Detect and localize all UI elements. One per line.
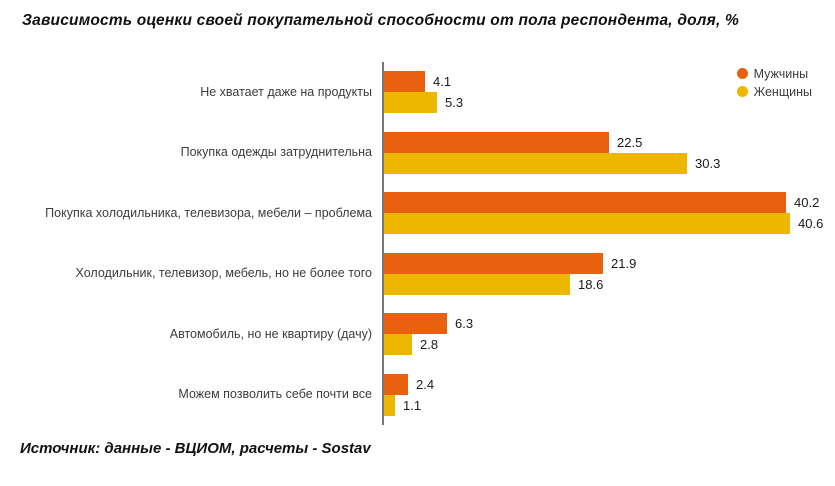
bar-line: 40.6 [384,213,835,235]
bar-line: 22.5 [384,131,835,153]
category-row: Холодильник, телевизор, мебель, но не бо… [0,243,835,304]
bar-men [384,192,786,214]
value-label: 22.5 [617,134,643,150]
legend-dot-icon [736,68,748,79]
bar-line: 18.6 [384,273,835,295]
bar-line: 21.9 [384,252,835,274]
bar-men [384,252,603,274]
value-label: 4.1 [433,74,452,90]
legend-label: Мужчины [753,66,809,81]
bar-line: 4.1 [384,71,835,93]
value-label: 1.1 [403,397,422,413]
bar-line: 5.3 [384,92,835,114]
legend-dot-icon [736,86,748,97]
value-label: 30.3 [695,155,721,171]
bar-women [384,92,437,114]
category-row: Автомобиль, но не квартиру (дачу) 6.3 2.8 [0,304,835,365]
legend-item: Мужчины [736,66,812,81]
bar-men [384,373,408,395]
legend: Мужчины Женщины [736,66,812,99]
bar-line: 30.3 [384,152,835,174]
category-label: Покупка одежды затруднительна [180,145,372,160]
bar-women [384,273,570,295]
value-label: 2.8 [420,337,439,353]
value-label: 18.6 [578,276,604,292]
bar-chart-plot: Не хватает даже на продукты 4.1 5.3 Покупка… [0,62,835,425]
bar-men [384,71,425,93]
bar-group: 22.5 30.3 [382,122,835,183]
bar-women [384,334,412,356]
bar-men [384,313,447,335]
bar-line: 2.8 [384,334,835,356]
bar-line: 40.2 [384,192,835,214]
value-label: 6.3 [455,316,474,332]
category-row: Можем позволить себе почти все 2.4 1.1 [0,364,835,425]
category-label: Можем позволить себе почти все [178,387,372,402]
bar-women [384,213,790,235]
category-row: Покупка холодильника, телевизора, мебели… [0,183,835,244]
bar-group: 21.9 18.6 [382,243,835,304]
bar-line: 6.3 [384,313,835,335]
bar-line: 1.1 [384,394,835,416]
source-note: Источник: данные - ВЦИОМ, расчеты - Sost… [20,440,371,457]
bar-women [384,394,395,416]
chart-title: Зависимость оценки своей покупательной с… [22,12,739,29]
category-label: Автомобиль, но не квартиру (дачу) [169,326,372,341]
bar-group: 4.1 5.3 [382,62,835,123]
legend-label: Женщины [753,84,812,99]
bar-line: 2.4 [384,373,835,395]
category-row: Не хватает даже на продукты 4.1 5.3 [0,62,835,123]
bar-group: 2.4 1.1 [382,364,835,425]
value-label: 21.9 [611,255,637,271]
category-label: Холодильник, телевизор, мебель, но не бо… [75,266,372,281]
value-label: 5.3 [445,95,464,111]
bar-women [384,152,687,174]
category-row: Покупка одежды затруднительна 22.5 30.3 [0,122,835,183]
value-label: 2.4 [416,376,435,392]
category-label: Не хватает даже на продукты [200,84,372,99]
bar-group: 40.2 40.6 [382,183,835,244]
category-label: Покупка холодильника, телевизора, мебели… [45,205,372,220]
value-label: 40.2 [794,195,820,211]
legend-item: Женщины [736,84,812,99]
bar-group: 6.3 2.8 [382,304,835,365]
bar-men [384,131,609,153]
value-label: 40.6 [798,216,824,232]
